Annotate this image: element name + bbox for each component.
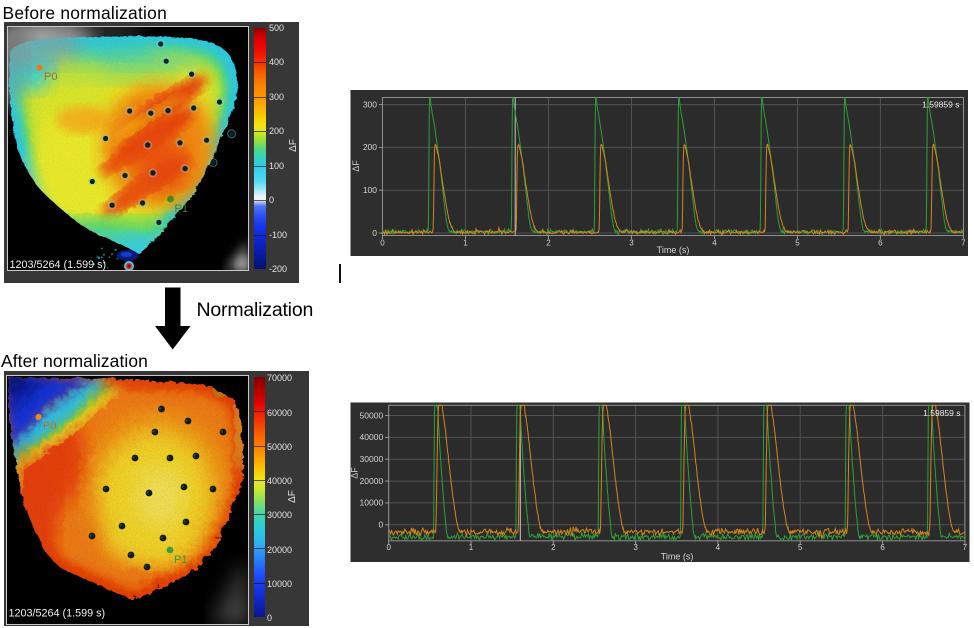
svg-text:5: 5 xyxy=(795,239,800,248)
svg-text:1: 1 xyxy=(463,239,468,248)
svg-text:P0: P0 xyxy=(43,420,56,432)
svg-text:50000: 50000 xyxy=(360,410,384,420)
svg-text:P0: P0 xyxy=(44,71,57,83)
svg-text:Time (s): Time (s) xyxy=(661,552,694,562)
svg-text:1203/5264 (1.599 s): 1203/5264 (1.599 s) xyxy=(10,259,107,270)
svg-text:5: 5 xyxy=(798,543,803,552)
svg-text:0: 0 xyxy=(372,228,377,238)
svg-text:2: 2 xyxy=(546,239,551,248)
svg-text:ΔF: ΔF xyxy=(351,160,361,172)
svg-text:7: 7 xyxy=(963,543,968,552)
svg-text:200: 200 xyxy=(363,142,377,152)
svg-text:3: 3 xyxy=(629,239,634,248)
svg-text:4: 4 xyxy=(712,239,717,248)
svg-text:1203/5264 (1.599 s): 1203/5264 (1.599 s) xyxy=(9,607,106,619)
svg-text:10000: 10000 xyxy=(360,498,384,508)
svg-text:30000: 30000 xyxy=(360,454,384,464)
svg-text:3: 3 xyxy=(633,543,638,552)
svg-text:P1: P1 xyxy=(175,203,188,215)
svg-text:40000: 40000 xyxy=(360,432,384,442)
svg-text:20000: 20000 xyxy=(360,476,384,486)
svg-text:1.59859 s: 1.59859 s xyxy=(923,408,960,418)
svg-text:6: 6 xyxy=(880,543,885,552)
svg-text:300: 300 xyxy=(363,99,377,109)
svg-text:ΔF: ΔF xyxy=(350,467,360,479)
svg-text:6: 6 xyxy=(878,239,883,248)
svg-text:0: 0 xyxy=(378,520,383,530)
svg-text:2: 2 xyxy=(551,543,556,552)
svg-text:100: 100 xyxy=(363,185,377,195)
svg-text:P1: P1 xyxy=(174,554,187,566)
svg-text:1: 1 xyxy=(469,543,474,552)
svg-text:0: 0 xyxy=(386,543,391,552)
svg-text:4: 4 xyxy=(716,543,721,552)
svg-text:7: 7 xyxy=(961,239,966,248)
svg-text:Time (s): Time (s) xyxy=(657,245,690,255)
svg-text:0: 0 xyxy=(380,239,385,248)
svg-text:1.59859 s: 1.59859 s xyxy=(922,100,959,110)
